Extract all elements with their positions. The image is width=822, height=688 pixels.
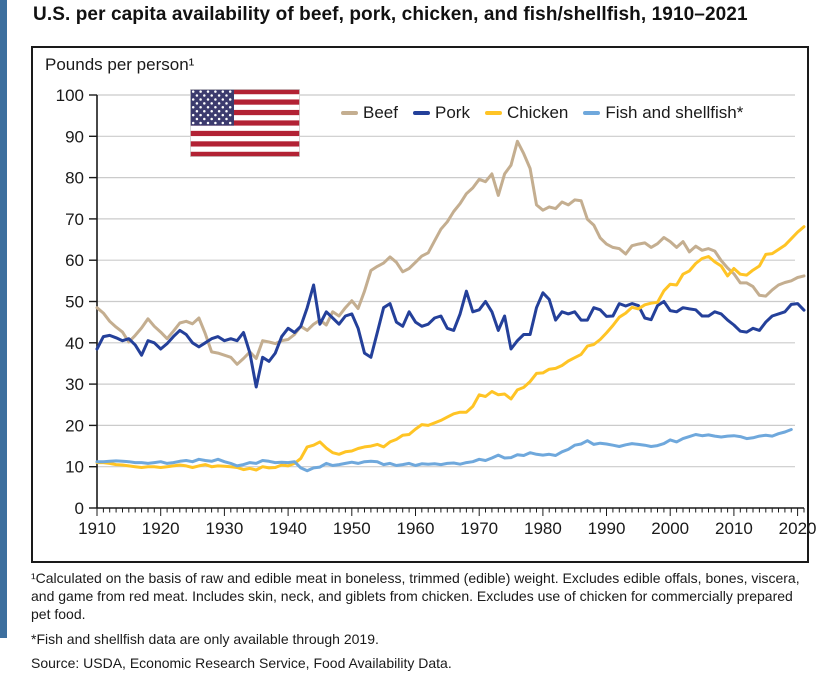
chart-panel: Pounds per person¹ 0 10 20 30 40 50 60 70 80 90 10… [31,46,817,563]
svg-text:1920: 1920 [142,519,180,538]
footnotes: ¹Calculated on the basis of raw and edib… [31,569,816,678]
legend-item-beef: Beef [341,103,398,123]
gridlines [97,94,795,468]
legend-item-fish: Fish and shellfish* [583,103,743,123]
series-line-fish-and-shellfish [95,428,793,473]
svg-text:50: 50 [65,293,84,312]
svg-text:1910: 1910 [78,519,116,538]
y-axis-unit-label: Pounds per person¹ [45,55,195,74]
svg-text:0: 0 [75,499,84,518]
svg-text:1960: 1960 [397,519,435,538]
legend-item-pork: Pork [412,103,470,123]
svg-text:20: 20 [65,416,84,435]
series-line-pork [95,283,806,389]
chart-title: U.S. per capita availability of beef, po… [33,4,748,25]
legend-swatch-fish [583,111,601,115]
svg-text:100: 100 [56,86,84,105]
legend-item-chicken: Chicken [484,103,569,123]
svg-text:2020: 2020 [779,519,817,538]
chart-legend: Beef Pork Chicken Fish and shellfish* [341,103,743,123]
legend-swatch-pork [412,111,430,115]
svg-text:1940: 1940 [269,519,307,538]
y-axis-ticks: 0 10 20 30 40 50 60 70 80 90 100 [56,86,97,518]
footnote-1: ¹Calculated on the basis of raw and edib… [31,570,800,623]
svg-text:1930: 1930 [205,519,243,538]
left-accent-bar [0,0,7,638]
svg-text:1980: 1980 [524,519,562,538]
series-line-chicken [95,225,806,472]
legend-label-pork: Pork [434,103,470,122]
series-line-beef [95,139,806,366]
footnote-2: *Fish and shellfish data are only availa… [31,630,379,647]
legend-label-beef: Beef [363,103,398,122]
svg-text:90: 90 [65,127,84,146]
legend-label-chicken: Chicken [506,103,569,122]
svg-text:10: 10 [65,458,84,477]
svg-text:70: 70 [65,210,84,229]
legend-swatch-chicken [484,111,502,115]
legend-label-fish: Fish and shellfish* [605,103,744,122]
svg-text:1970: 1970 [460,519,498,538]
svg-text:60: 60 [65,251,84,270]
svg-text:1950: 1950 [333,519,371,538]
svg-text:2000: 2000 [651,519,689,538]
svg-text:1990: 1990 [588,519,626,538]
x-axis-ticks: 1910 1920 1930 1940 1950 1960 1970 1980 1990 2000… [78,508,817,538]
source-line: Source: USDA, Economic Research Service,… [31,654,452,671]
us-flag-image [190,89,300,157]
svg-text:30: 30 [65,375,84,394]
legend-swatch-beef [341,111,358,115]
svg-text:40: 40 [65,334,84,353]
svg-text:2010: 2010 [715,519,753,538]
svg-text:80: 80 [65,169,84,188]
